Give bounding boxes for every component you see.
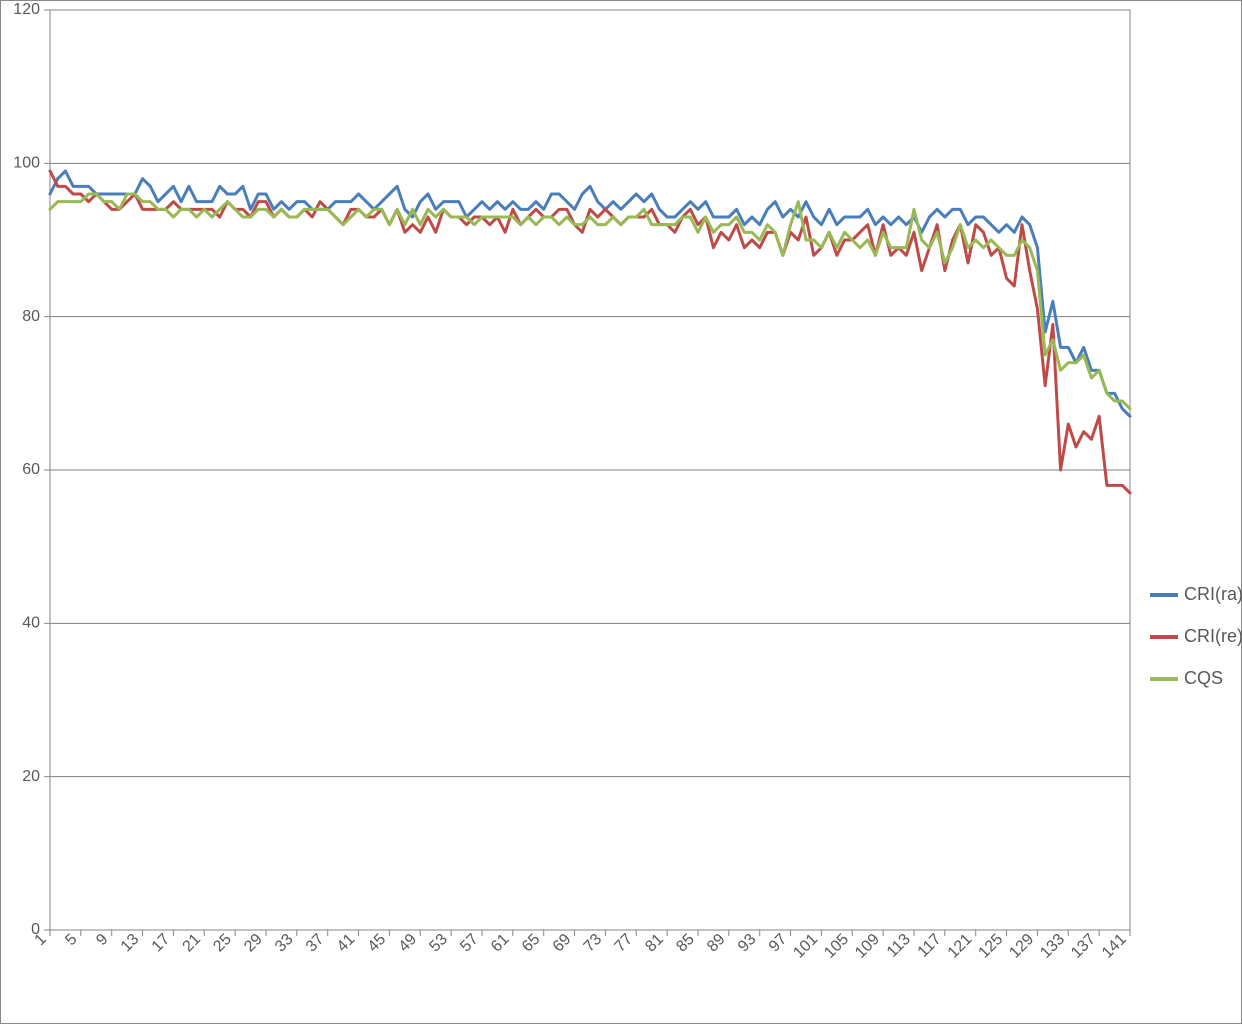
chart-container: 0204060801001201591317212529333741454953… <box>0 0 1242 1029</box>
y-tick-label: 60 <box>22 461 40 478</box>
legend-label: CRI(re) <box>1184 626 1242 646</box>
line-chart: 0204060801001201591317212529333741454953… <box>0 0 1242 1024</box>
y-tick-label: 40 <box>22 615 40 632</box>
legend-label: CQS <box>1184 668 1223 688</box>
y-tick-label: 20 <box>22 768 40 785</box>
y-tick-label: 120 <box>13 1 40 18</box>
legend-label: CRI(ra) <box>1184 584 1242 604</box>
y-tick-label: 80 <box>22 308 40 325</box>
chart-outer-border <box>1 1 1242 1024</box>
y-tick-label: 100 <box>13 155 40 172</box>
